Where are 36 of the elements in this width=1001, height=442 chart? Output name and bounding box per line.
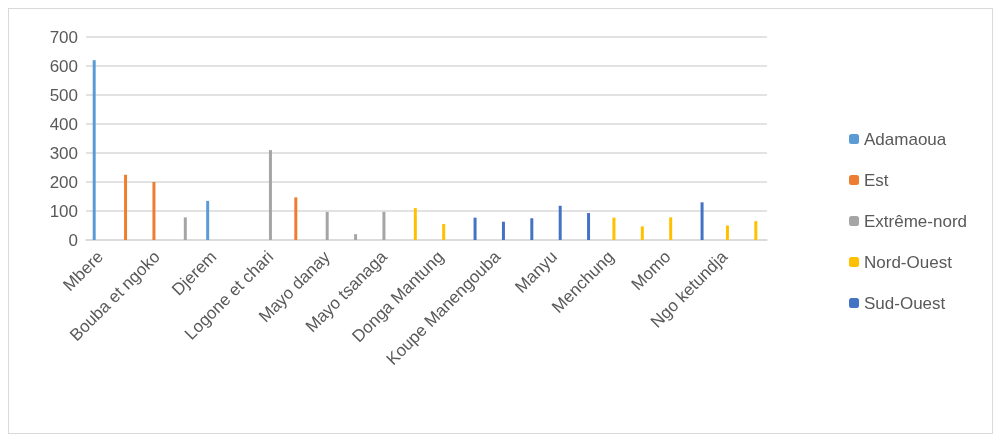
y-tick-label: 600 xyxy=(49,56,78,76)
bar xyxy=(754,221,758,240)
bar xyxy=(206,200,210,240)
legend-label: Adamaoua xyxy=(864,129,947,149)
bar xyxy=(530,218,534,240)
legend-label: Est xyxy=(864,170,889,190)
bar xyxy=(124,174,128,240)
bar xyxy=(294,197,298,240)
bar xyxy=(382,211,386,240)
bar xyxy=(473,217,477,240)
y-tick-label: 700 xyxy=(49,27,78,47)
y-tick-label: 300 xyxy=(49,143,78,163)
bar xyxy=(92,60,96,240)
bar xyxy=(268,150,272,240)
bar xyxy=(413,208,417,240)
bar xyxy=(700,202,704,240)
bar xyxy=(442,224,446,240)
bar xyxy=(587,213,591,240)
bar xyxy=(501,221,505,240)
bar xyxy=(325,211,329,240)
y-tick-label: 200 xyxy=(49,172,78,192)
bar xyxy=(725,225,729,240)
y-tick-label: 500 xyxy=(49,85,78,105)
bar xyxy=(183,217,187,240)
bar xyxy=(612,217,616,240)
y-tick-label: 400 xyxy=(49,114,78,134)
legend-label: Nord-Ouest xyxy=(864,252,953,272)
bar xyxy=(354,234,358,240)
bar xyxy=(152,182,156,240)
bar xyxy=(669,217,673,240)
bar xyxy=(640,226,644,240)
y-tick-label: 0 xyxy=(68,230,78,250)
bar xyxy=(558,205,562,240)
legend-label: Sud-Ouest xyxy=(864,293,946,313)
y-tick-label: 100 xyxy=(49,201,78,221)
legend-label: Extrême-nord xyxy=(864,211,967,231)
